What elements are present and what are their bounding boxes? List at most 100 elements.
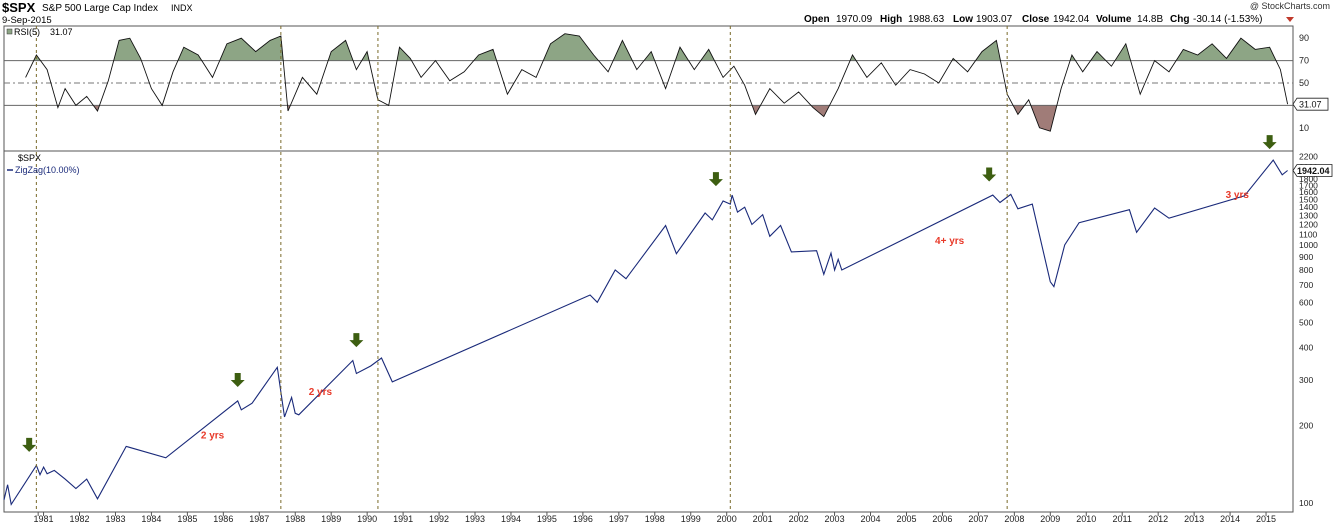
open-label: Open — [804, 14, 830, 25]
x-tick-label: 1988 — [285, 514, 305, 524]
x-axis: 1981 1982 1983 1984 1985 1986 1987 1988 1989 1990… — [34, 512, 1276, 524]
x-tick-label: 2013 — [1184, 514, 1204, 524]
price-tick-label: 1300 — [1299, 211, 1318, 221]
rsi-overbought-fill — [33, 33, 1277, 61]
x-tick-label: 2011 — [1113, 514, 1132, 524]
rsi-value-flag-label: 31.07 — [1299, 100, 1322, 110]
price-tick-label: 800 — [1299, 265, 1313, 275]
down-arrow-icon — [230, 372, 245, 387]
price-tick-label: 2200 — [1299, 152, 1318, 162]
zigzag-price-line — [3, 159, 1288, 506]
x-tick-label: 1997 — [609, 514, 629, 524]
x-tick-label: 1993 — [465, 514, 485, 524]
rsi-tick-label: 70 — [1299, 56, 1309, 66]
price-tick-label: 1200 — [1299, 220, 1318, 230]
stockcharts-watermark: @ StockCharts.com — [1250, 1, 1330, 11]
x-tick-label: 1991 — [393, 514, 413, 524]
price-legend: $SPX ZigZag(10.00%) — [7, 153, 80, 175]
x-tick-label: 1982 — [69, 514, 89, 524]
high-value: 1988.63 — [908, 14, 945, 25]
price-tick-label: 900 — [1299, 252, 1313, 262]
x-tick-label: 2010 — [1076, 514, 1096, 524]
x-tick-label: 1983 — [105, 514, 125, 524]
annotations-layer: 2 yrs 2 yrs 4+ yrs 3 yrs — [22, 135, 1277, 452]
rsi-title: RSI(5) — [14, 27, 40, 37]
open-value: 1970.09 — [836, 14, 873, 25]
price-tick-label: 1700 — [1299, 180, 1318, 190]
rsi-panel-frame — [3, 25, 1294, 152]
chart-date: 9-Sep-2015 — [2, 15, 52, 26]
close-label: Close — [1022, 14, 1050, 25]
price-symbol-label: $SPX — [18, 153, 41, 163]
price-tick-label: 1100 — [1299, 229, 1318, 239]
x-tick-label: 2009 — [1040, 514, 1060, 524]
x-tick-label: 1984 — [141, 514, 161, 524]
chg-value: -30.14 (-1.53%) — [1193, 14, 1262, 25]
rsi-oversold-fill — [57, 105, 1057, 132]
x-tick-label: 2004 — [861, 514, 881, 524]
x-tick-label: 2006 — [932, 514, 952, 524]
event-lines — [35, 26, 1008, 512]
down-arrow-icon — [22, 437, 37, 452]
x-tick-label: 2005 — [896, 514, 916, 524]
duration-annotation: 4+ yrs — [935, 236, 965, 247]
x-tick-label: 1985 — [177, 514, 197, 524]
x-tick-label: 1986 — [213, 514, 233, 524]
price-tick-label: 1400 — [1299, 202, 1318, 212]
x-tick-label: 2012 — [1148, 514, 1168, 524]
volume-value: 14.8B — [1137, 14, 1163, 25]
high-label: High — [880, 14, 902, 25]
rsi-line — [25, 33, 1289, 132]
price-tick-label: 200 — [1299, 420, 1313, 430]
rsi-current-value: 31.07 — [50, 27, 73, 37]
down-arrow-icon — [349, 333, 364, 348]
rsi-legend: RSI(5) 31.07 — [6, 27, 73, 37]
x-tick-label: 1998 — [645, 514, 665, 524]
price-tick-label: 300 — [1299, 375, 1313, 385]
x-tick-label: 2001 — [753, 514, 773, 524]
x-tick-label: 1995 — [537, 514, 557, 524]
price-tick-label: 1600 — [1299, 187, 1318, 197]
rsi-tick-label: 10 — [1299, 123, 1309, 133]
price-tick-label: 1500 — [1299, 194, 1318, 204]
duration-annotation: 3 yrs — [1226, 190, 1250, 201]
close-value: 1942.04 — [1053, 14, 1090, 25]
price-tick-label: 1800 — [1299, 174, 1318, 184]
x-tick-label: 2015 — [1256, 514, 1276, 524]
price-tick-label: 1000 — [1299, 240, 1318, 250]
x-tick-label: 2000 — [717, 514, 737, 524]
x-tick-label: 2007 — [968, 514, 988, 524]
price-panel-frame — [3, 150, 1294, 513]
rsi-tick-label: 90 — [1299, 33, 1309, 43]
price-tick-label: 700 — [1299, 280, 1313, 290]
duration-annotation: 2 yrs — [309, 387, 333, 398]
low-value: 1903.07 — [976, 14, 1013, 25]
rsi-legend-swatch — [6, 28, 13, 35]
down-triangle-icon — [1286, 17, 1294, 22]
x-tick-label: 2008 — [1004, 514, 1024, 524]
price-panel: 1002003004005006007008009001000110012001… — [3, 152, 1333, 508]
down-arrow-icon — [982, 167, 997, 182]
price-value-flag — [1292, 164, 1333, 177]
volume-label: Volume — [1096, 14, 1132, 25]
price-value-flag-label: 1942.04 — [1297, 166, 1330, 176]
x-tick-label: 1999 — [681, 514, 701, 524]
index-name: S&P 500 Large Cap Index — [42, 3, 158, 14]
price-tick-label: 600 — [1299, 297, 1313, 307]
x-tick-label: 1996 — [573, 514, 593, 524]
rsi-tick-label: 50 — [1299, 78, 1309, 88]
x-tick-label: 2003 — [825, 514, 845, 524]
zigzag-legend-label: ZigZag(10.00%) — [15, 165, 80, 175]
duration-annotation: 2 yrs — [201, 431, 225, 442]
rsi-value-flag — [1292, 97, 1329, 111]
symbol-title: $SPX — [2, 0, 36, 15]
x-tick-label: 1981 — [34, 514, 54, 524]
x-tick-label: 2002 — [789, 514, 809, 524]
rsi-panel: 907050301031.07 — [4, 33, 1329, 133]
exchange-code: INDX — [171, 3, 193, 13]
x-tick-label: 1989 — [321, 514, 341, 524]
low-label: Low — [953, 14, 973, 25]
x-tick-label: 1992 — [429, 514, 449, 524]
price-tick-label: 500 — [1299, 318, 1313, 328]
